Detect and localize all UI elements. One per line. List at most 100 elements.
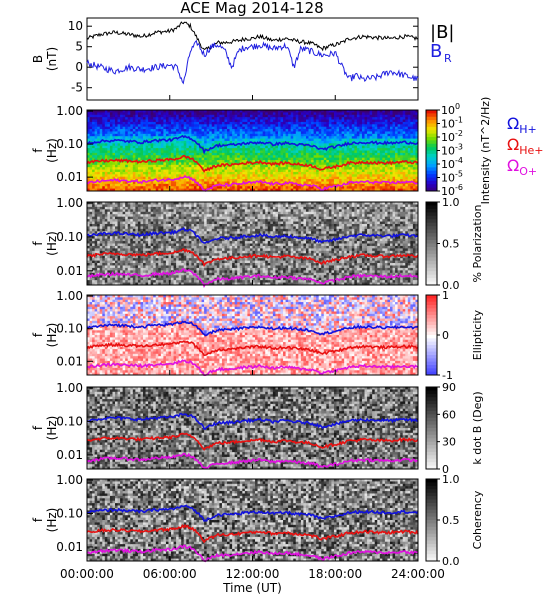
heatmap-cell — [120, 245, 124, 249]
heatmap-cell — [318, 167, 322, 170]
heatmap-cell — [262, 167, 266, 170]
heatmap-cell — [176, 150, 180, 154]
heatmap-cell — [125, 140, 129, 144]
heatmap-cell — [351, 179, 355, 182]
heatmap-cell — [280, 129, 284, 132]
heatmap-cell — [354, 138, 358, 142]
heatmap-cell — [227, 169, 230, 173]
heatmap-cell — [102, 117, 106, 120]
heatmap-cell — [188, 179, 192, 182]
heatmap-cell — [224, 150, 228, 154]
heatmap-cell — [344, 169, 348, 173]
heatmap-cell — [234, 114, 238, 118]
heatmap-cell — [199, 160, 202, 163]
heatmap-cell — [193, 171, 197, 175]
heatmap-cell — [369, 188, 373, 192]
heatmap-cell — [249, 145, 253, 149]
heatmap-cell — [232, 114, 236, 118]
heatmap-cell — [237, 150, 241, 154]
heatmap-cell — [349, 179, 353, 182]
heatmap-cell — [283, 138, 286, 142]
heatmap-cell — [206, 119, 210, 123]
heatmap-cell — [326, 171, 330, 175]
heatmap-cell — [204, 121, 208, 125]
heatmap-cell — [412, 117, 416, 120]
heatmap-cell — [135, 110, 139, 113]
heatmap-cell — [120, 176, 124, 180]
heatmap-cell — [168, 164, 172, 168]
heatmap-cell — [400, 143, 404, 147]
heatmap-cell — [89, 188, 93, 192]
heatmap-cell — [102, 112, 106, 116]
heatmap-cell — [400, 171, 404, 175]
heatmap-cell — [181, 138, 185, 142]
heatmap-cell — [265, 110, 269, 113]
heatmap-cell — [377, 131, 381, 135]
heatmap-cell — [255, 174, 258, 178]
heatmap-cell — [219, 157, 223, 161]
heatmap-cell — [361, 188, 365, 192]
heatmap-cell — [356, 157, 360, 161]
heatmap-cell — [112, 282, 116, 286]
heatmap-cell — [112, 228, 116, 232]
heatmap-cell — [92, 152, 96, 156]
heatmap-cell — [244, 186, 248, 190]
heatmap-cell — [260, 150, 264, 154]
heatmap-cell — [326, 117, 330, 120]
heatmap-cell — [181, 162, 185, 166]
heatmap-cell — [104, 263, 108, 266]
heatmap-cell — [196, 124, 200, 128]
heatmap-cell — [186, 117, 190, 120]
heatmap-cell — [377, 174, 381, 178]
heatmap-cell — [221, 169, 225, 173]
heatmap-cell — [283, 152, 286, 156]
heatmap-cell — [201, 129, 205, 132]
heatmap-cell — [199, 136, 202, 139]
heatmap-cell — [137, 186, 141, 190]
heatmap-cell — [252, 176, 256, 180]
heatmap-cell — [280, 174, 284, 178]
heatmap-cell — [112, 136, 116, 139]
heatmap-cell — [333, 160, 337, 163]
heatmap-cell — [117, 248, 121, 252]
heatmap-cell — [323, 176, 327, 180]
heatmap-cell — [387, 143, 391, 147]
heatmap-cell — [193, 157, 197, 161]
heatmap-cell — [237, 110, 241, 113]
heatmap-cell — [389, 136, 393, 139]
heatmap-cell — [234, 183, 238, 187]
heatmap-cell — [211, 112, 215, 116]
heatmap-cell — [209, 117, 213, 120]
heatmap-cell — [97, 164, 101, 168]
heatmap-cell — [199, 112, 202, 116]
heatmap-cell — [331, 131, 335, 135]
heatmap-cell — [262, 169, 266, 173]
heatmap-cell — [252, 160, 256, 163]
heatmap-cell — [415, 126, 419, 130]
heatmap-cell — [336, 117, 340, 120]
heatmap-cell — [104, 206, 108, 210]
heatmap-cell — [219, 150, 223, 154]
heatmap-cell — [247, 124, 251, 128]
heatmap-cell — [316, 169, 320, 173]
heatmap-cell — [339, 129, 343, 132]
heatmap-cell — [125, 167, 129, 170]
heatmap-cell — [145, 114, 149, 118]
heatmap-cell — [150, 138, 154, 142]
heatmap-cell — [389, 150, 393, 154]
heatmap-cell — [132, 183, 136, 187]
heatmap-cell — [191, 131, 195, 135]
heatmap-cell — [224, 126, 228, 130]
heatmap-cell — [127, 129, 131, 132]
heatmap-cell — [359, 121, 363, 125]
heatmap-cell — [153, 129, 157, 132]
heatmap-cell — [99, 258, 103, 261]
heatmap-cell — [303, 181, 307, 185]
heatmap-cell — [285, 126, 289, 130]
heatmap-cell — [181, 186, 185, 190]
heatmap-cell — [211, 117, 215, 120]
heatmap-cell — [288, 138, 292, 142]
heatmap-cell — [374, 133, 378, 137]
heatmap-cell — [341, 110, 345, 113]
heatmap-cell — [392, 174, 396, 178]
